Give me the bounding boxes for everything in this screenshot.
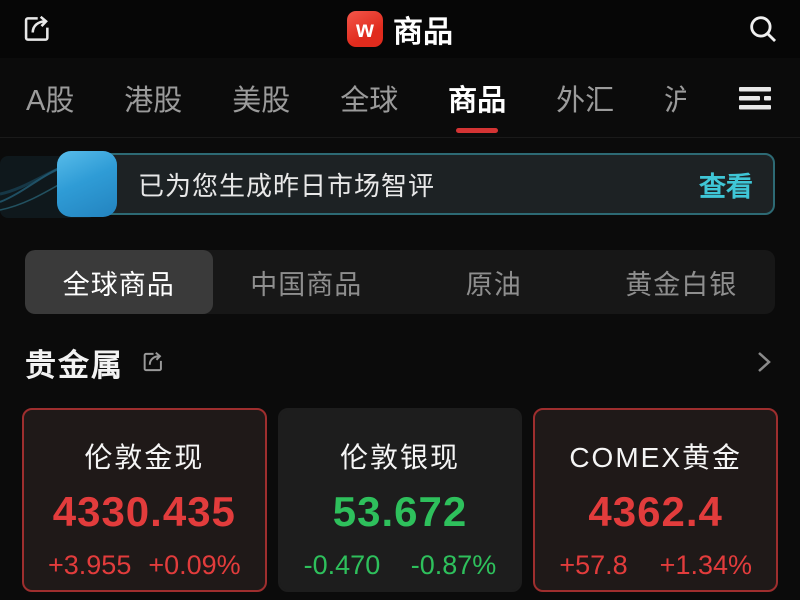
quote-card-comex-gold[interactable]: COMEX黄金 4362.4 +57.8 +1.34% bbox=[533, 408, 778, 592]
tab-label: 外汇 bbox=[556, 84, 615, 117]
chevron-right-icon bbox=[753, 347, 775, 377]
banner-ai-icon bbox=[57, 151, 117, 217]
change-percent: +0.09% bbox=[148, 550, 241, 580]
precious-metals-header[interactable]: 贵金属 bbox=[25, 336, 775, 388]
change-value: -0.470 bbox=[303, 550, 381, 580]
instrument-name: 伦敦金现 bbox=[84, 442, 205, 473]
subtab-global-commodities[interactable]: 全球商品 bbox=[25, 250, 213, 314]
tab-forex[interactable]: 外汇 bbox=[556, 77, 614, 119]
menu-list-icon bbox=[738, 86, 771, 109]
tab-label: A股 bbox=[26, 84, 75, 117]
quote-card-london-gold[interactable]: 伦敦金现 4330.435 +3.955 +0.09% bbox=[22, 408, 267, 592]
tab-hk-stocks[interactable]: 港股 bbox=[124, 77, 182, 119]
share-icon bbox=[24, 15, 49, 41]
share-button[interactable] bbox=[20, 12, 54, 46]
tab-a-shares[interactable]: A股 bbox=[26, 77, 74, 119]
change-percent: +1.34% bbox=[659, 550, 752, 580]
change-percent: -0.87% bbox=[410, 550, 497, 580]
quote-card-london-silver[interactable]: 伦敦银现 53.672 -0.470 -0.87% bbox=[277, 408, 523, 592]
market-tab-bar: A股 港股 美股 全球 商品 外汇 沪 bbox=[0, 58, 800, 138]
tab-label: 商品 bbox=[448, 84, 507, 117]
instrument-name: COMEX黄金 bbox=[569, 442, 742, 473]
subtab-label: 原油 bbox=[465, 269, 522, 300]
tab-label: 港股 bbox=[124, 84, 183, 117]
banner-message: 已为您生成昨日市场智评 bbox=[138, 170, 436, 201]
search-button[interactable] bbox=[746, 12, 780, 46]
instrument-name: 伦敦银现 bbox=[339, 442, 460, 473]
last-price: 53.672 bbox=[332, 488, 468, 535]
active-tab-underline bbox=[456, 127, 499, 133]
tab-label: 美股 bbox=[232, 84, 291, 117]
subtab-crude-oil[interactable]: 原油 bbox=[400, 250, 588, 314]
change-value: +57.8 bbox=[559, 550, 628, 580]
tab-label: 全球 bbox=[340, 84, 399, 117]
page-title: 商品 bbox=[393, 16, 453, 49]
banner-box: 已为您生成昨日市场智评 查看 bbox=[88, 153, 775, 215]
subtab-label: 黄金白银 bbox=[625, 269, 738, 300]
view-link[interactable]: 查看 bbox=[699, 171, 753, 202]
wind-logo-icon: w bbox=[347, 11, 383, 47]
tab-commodities[interactable]: 商品 bbox=[448, 77, 507, 133]
section-share-button[interactable] bbox=[140, 349, 166, 375]
tab-label: 沪 bbox=[664, 84, 687, 117]
tab-menu-button[interactable] bbox=[736, 83, 774, 113]
subtab-label: 中国商品 bbox=[250, 269, 363, 300]
app-title: w 商品 bbox=[347, 7, 453, 51]
commodity-subtab-bar: 全球商品 中国商品 原油 黄金白银 bbox=[25, 250, 775, 314]
section-title: 贵金属 bbox=[25, 347, 124, 383]
subtab-china-commodities[interactable]: 中国商品 bbox=[213, 250, 401, 314]
last-price: 4362.4 bbox=[588, 488, 723, 535]
top-bar: w 商品 bbox=[0, 0, 800, 58]
subtab-label: 全球商品 bbox=[62, 269, 175, 300]
tab-sh-partial[interactable]: 沪 bbox=[664, 77, 686, 119]
last-price: 4330.435 bbox=[52, 488, 236, 535]
ai-review-banner[interactable]: 已为您生成昨日市场智评 查看 bbox=[0, 146, 800, 226]
change-value: +3.955 bbox=[48, 550, 132, 580]
tab-us-stocks[interactable]: 美股 bbox=[232, 77, 290, 119]
share-icon bbox=[143, 351, 162, 372]
subtab-gold-silver[interactable]: 黄金白银 bbox=[588, 250, 776, 314]
quote-card-grid: 伦敦金现 4330.435 +3.955 +0.09% 伦敦银现 53.672 … bbox=[22, 408, 778, 592]
tab-global[interactable]: 全球 bbox=[340, 77, 398, 119]
search-icon bbox=[750, 16, 777, 43]
